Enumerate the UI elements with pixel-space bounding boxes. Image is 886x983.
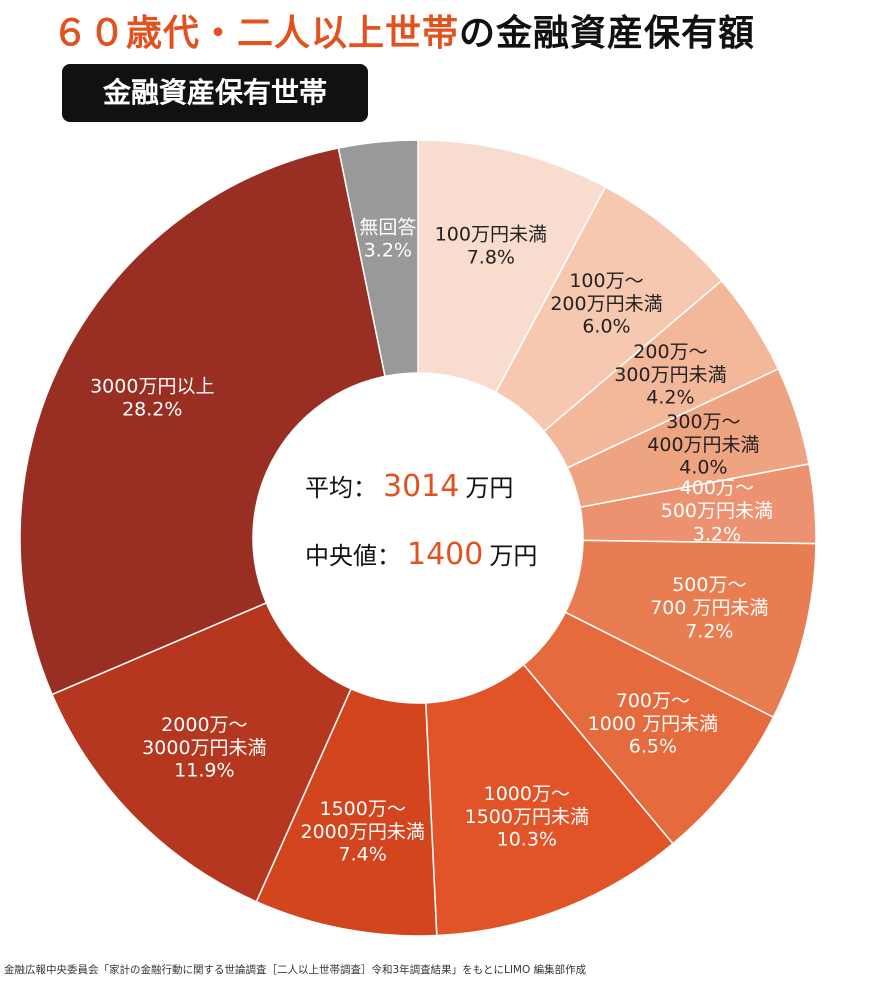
segment-label: 3000万円以上 [90, 375, 215, 398]
subtitle: 金融資産保有世帯 [62, 64, 368, 122]
value-label: 10.3% [496, 828, 557, 851]
donut-segment [337, 139, 419, 378]
segment-label: 100万～ 200万円未満 [550, 269, 663, 315]
donut-segment [51, 601, 352, 903]
value-label: 11.9% [174, 759, 235, 782]
segment-label: 300万～ 400万円未満 [647, 410, 760, 456]
value-label: 3.2% [363, 239, 412, 262]
value-label: 28.2% [122, 398, 183, 421]
segment-label: 400万～ 500万円未満 [660, 477, 774, 523]
segment-label: 200万～ 300万円未満 [614, 340, 727, 386]
segment-label: 1000万～ 1500万円未満 [464, 782, 589, 828]
median-value: 1400 [407, 537, 484, 572]
segment-label: 無回答 [359, 216, 417, 239]
value-label: 7.4% [338, 843, 387, 866]
donut-segment [19, 147, 386, 696]
segment-label: 1500万～ 2000万円未満 [300, 797, 425, 843]
source: 金融広報中央委員会「家計の金融行動に関する世論調査［二人以上世帯調査］令和3年調… [4, 964, 587, 976]
value-label: 3.2% [692, 523, 742, 546]
value-label: 6.0% [582, 315, 631, 338]
value-label: 6.5% [628, 735, 678, 758]
median-label: 中央値： [305, 542, 401, 570]
mean-unit: 万円 [465, 474, 514, 502]
donut-segment [424, 663, 674, 937]
value-label: 4.0% [679, 456, 728, 479]
donut-hole [254, 374, 582, 702]
value-label: 7.2% [685, 620, 734, 643]
title-highlight: ６０歳代・二人以上世帯 [52, 13, 460, 54]
mean-label: 平均： [305, 474, 377, 502]
mean-value: 3014 [383, 469, 460, 504]
mean-annotation: 平均： 3014 万円 [305, 468, 513, 504]
segment-label: 2000万～ 3000万円未満 [142, 713, 267, 759]
value-label: 4.2% [646, 386, 695, 409]
title: ６０歳代・二人以上世帯の金融資産保有額 [52, 4, 755, 56]
median-annotation: 中央値： 1400 万円 [305, 536, 537, 572]
segment-label: 100万円未満 [434, 223, 547, 246]
value-label: 7.8% [466, 246, 515, 269]
segment-label: 700万～ 1000 万円未満 [587, 689, 719, 735]
median-unit: 万円 [489, 542, 538, 570]
segment-label: 500万～ 700 万円未満 [650, 574, 769, 620]
title-rest: の金融資産保有額 [459, 13, 756, 54]
